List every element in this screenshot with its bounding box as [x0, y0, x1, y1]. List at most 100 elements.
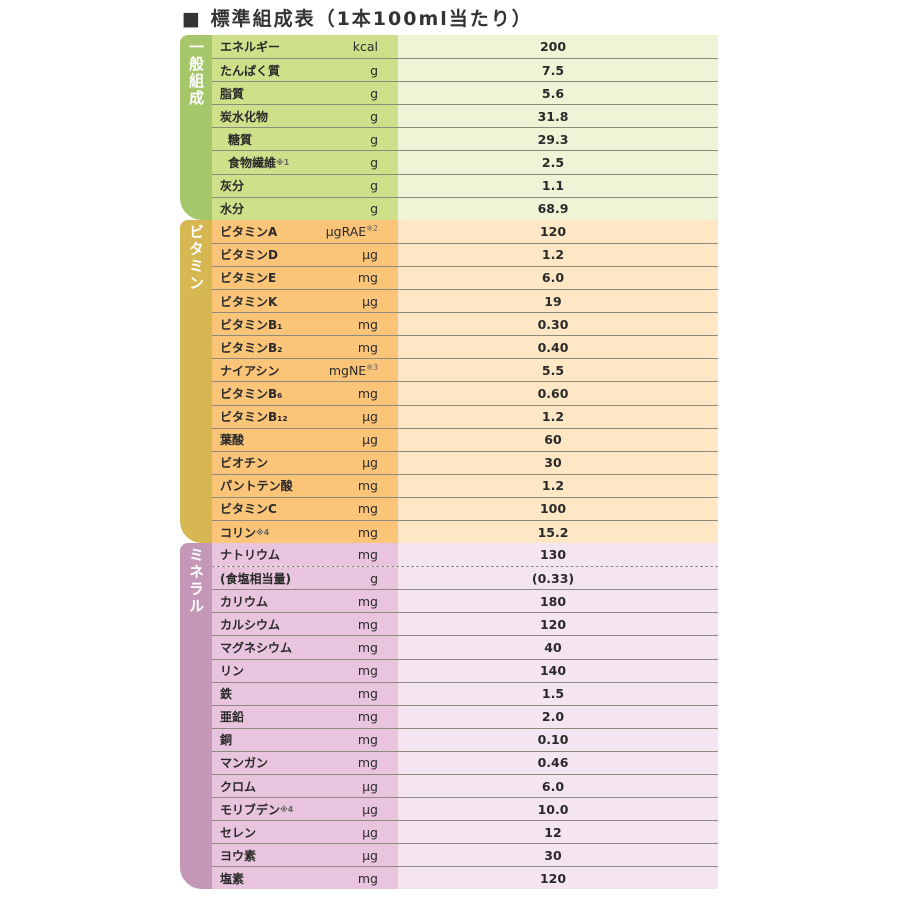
nutrient-value: 30 [398, 844, 718, 867]
nutrient-value: 15.2 [398, 520, 718, 544]
nutrient-value: 5.6 [398, 82, 718, 105]
table-row: 葉酸 μg 60 [212, 427, 718, 451]
nutrient-name: ナトリウム mg [212, 543, 398, 567]
unit-label: g [370, 131, 378, 147]
nutrient-label: ビタミンB₆ [220, 386, 283, 401]
unit-label: g [370, 178, 378, 194]
nutrient-value: 1.2 [398, 405, 718, 428]
unit: μg [362, 848, 378, 863]
nutrient-label: ビタミンB₁ [220, 317, 283, 332]
footnote-mark: ※4 [256, 527, 270, 537]
nutrient-label: (食塩相当量) [220, 571, 291, 586]
unit-label: g [370, 85, 378, 101]
table-row: ナトリウム mg 130 [212, 543, 718, 567]
table-row: モリブデン ※4 μg 10.0 [212, 797, 718, 821]
nutrient-label: 灰分 [220, 179, 245, 194]
unit: kcal [353, 39, 378, 54]
table-row: カリウム mg 180 [212, 589, 718, 613]
table-row: 食物繊維 ※1 g 2.5 [212, 150, 718, 174]
unit-label: mg [357, 547, 378, 563]
nutrient-label: 糖質 [228, 132, 253, 147]
table-row: ビタミンK μg 19 [212, 289, 718, 313]
nutrient-value: 31.8 [398, 105, 718, 128]
unit: g [370, 86, 378, 101]
unit: mg [358, 663, 378, 678]
nutrient-name: ビタミンB₆ mg [212, 382, 398, 405]
nutrient-name: マグネシウム mg [212, 636, 398, 659]
nutrient-value: 40 [398, 636, 718, 659]
nutrient-name: 葉酸 μg [212, 428, 398, 451]
unit: mg [358, 871, 378, 886]
nutrient-name: モリブデン ※4 μg [212, 798, 398, 821]
nutrient-name: 水分 g [212, 197, 398, 220]
section-label: ビタミン [180, 219, 212, 544]
nutrient-label: カルシウム [220, 617, 281, 632]
nutrient-name: 灰分 g [212, 174, 398, 197]
unit: mg [358, 755, 378, 770]
section-label: 一般組成 [180, 35, 212, 220]
unit-label: mg [357, 732, 378, 748]
nutrient-name: 鉄 mg [212, 682, 398, 705]
table-row: ビタミンE mg 6.0 [212, 265, 718, 290]
unit-label: μg [362, 824, 378, 840]
nutrient-label: リン [220, 664, 245, 679]
unit: mg [358, 525, 378, 540]
nutrient-value: 120 [398, 867, 718, 890]
footnote-mark: ※1 [276, 158, 290, 168]
nutrient-value: 68.9 [398, 197, 718, 220]
nutrient-label: ビタミンE [220, 271, 277, 286]
nutrient-label: コリン [220, 525, 257, 540]
unit: mg [358, 594, 378, 609]
nutrient-name: (食塩相当量) g [212, 567, 398, 590]
nutrient-label: ビタミンA [220, 224, 278, 239]
unit-label: μg [362, 801, 378, 817]
table-row: 糖質 g 29.3 [212, 127, 718, 151]
unit-label: g [370, 62, 378, 78]
table-row: 灰分 g 1.1 [212, 173, 718, 197]
nutrient-name: 亜鉛 mg [212, 705, 398, 728]
nutrient-name: ナイアシン mgNE※3 [212, 359, 398, 382]
nutrient-name: ビタミンB₂ mg [212, 336, 398, 359]
unit-label: g [370, 201, 378, 217]
section-gen: 一般組成 エネルギー kcal 200 たんぱく質 g 7.5 脂質 g 5.6 炭水化物 g 31.8… [180, 35, 718, 220]
nutrient-label: ヨウ素 [220, 848, 257, 863]
table-row: 塩素 mg 120 [212, 866, 718, 890]
section-label-text: ミネラル [187, 547, 205, 616]
table-row: ナイアシン mgNE※3 5.5 [212, 358, 718, 382]
nutrient-name: 糖質 g [212, 128, 398, 151]
nutrient-value: 10.0 [398, 798, 718, 821]
unit-label: μgRAE [325, 223, 367, 239]
nutrient-value: 29.3 [398, 128, 718, 151]
nutrient-value: (0.33) [398, 567, 718, 590]
page-title: ■ 標準組成表（1本100ml当たり） [182, 8, 533, 30]
nutrient-label: 銅 [220, 733, 233, 748]
unit-label: kcal [352, 39, 378, 55]
nutrient-value: 1.1 [398, 174, 718, 197]
nutrient-label: 食物繊維 [228, 156, 277, 171]
section-min: ミネラル ナトリウム mg 130 (食塩相当量) g (0.33) カリウム mg 180 カルシ… [180, 543, 718, 890]
nutrient-name: クロム μg [212, 775, 398, 798]
table-row: ビタミンA μgRAE※2 120 [212, 219, 718, 243]
table-row: (食塩相当量) g (0.33) [212, 566, 718, 590]
nutrient-value: 19 [398, 290, 718, 313]
nutrient-value: 140 [398, 659, 718, 682]
unit-label: μg [362, 847, 378, 863]
nutrient-label: ビタミンB₂ [220, 340, 283, 355]
nutrient-label: モリブデン [220, 802, 281, 817]
unit-label: μg [362, 247, 378, 263]
section-vit: ビタミン ビタミンA μgRAE※2 120 ビタミンD μg 1.2 ビタミンE mg 6.0 ビ… [180, 219, 718, 544]
nutrient-value: 0.30 [398, 313, 718, 336]
nutrient-label: ビタミンB₁₂ [220, 410, 288, 425]
unit-label: mg [357, 270, 378, 286]
section-label-text: ビタミン [187, 223, 205, 292]
nutrient-name: ビタミンD μg [212, 243, 398, 266]
unit: μg [362, 802, 378, 817]
nutrient-label: クロム [220, 779, 257, 794]
section-label-text: 一般組成 [187, 39, 205, 107]
nutrient-name: ビタミンC mg [212, 497, 398, 520]
table-row: マグネシウム mg 40 [212, 635, 718, 659]
unit: mg [358, 732, 378, 747]
nutrient-value: 120 [398, 613, 718, 636]
nutrition-table: 一般組成 エネルギー kcal 200 たんぱく質 g 7.5 脂質 g 5.6 炭水化物 g 31.8… [180, 35, 718, 890]
nutrient-value: 1.5 [398, 682, 718, 705]
